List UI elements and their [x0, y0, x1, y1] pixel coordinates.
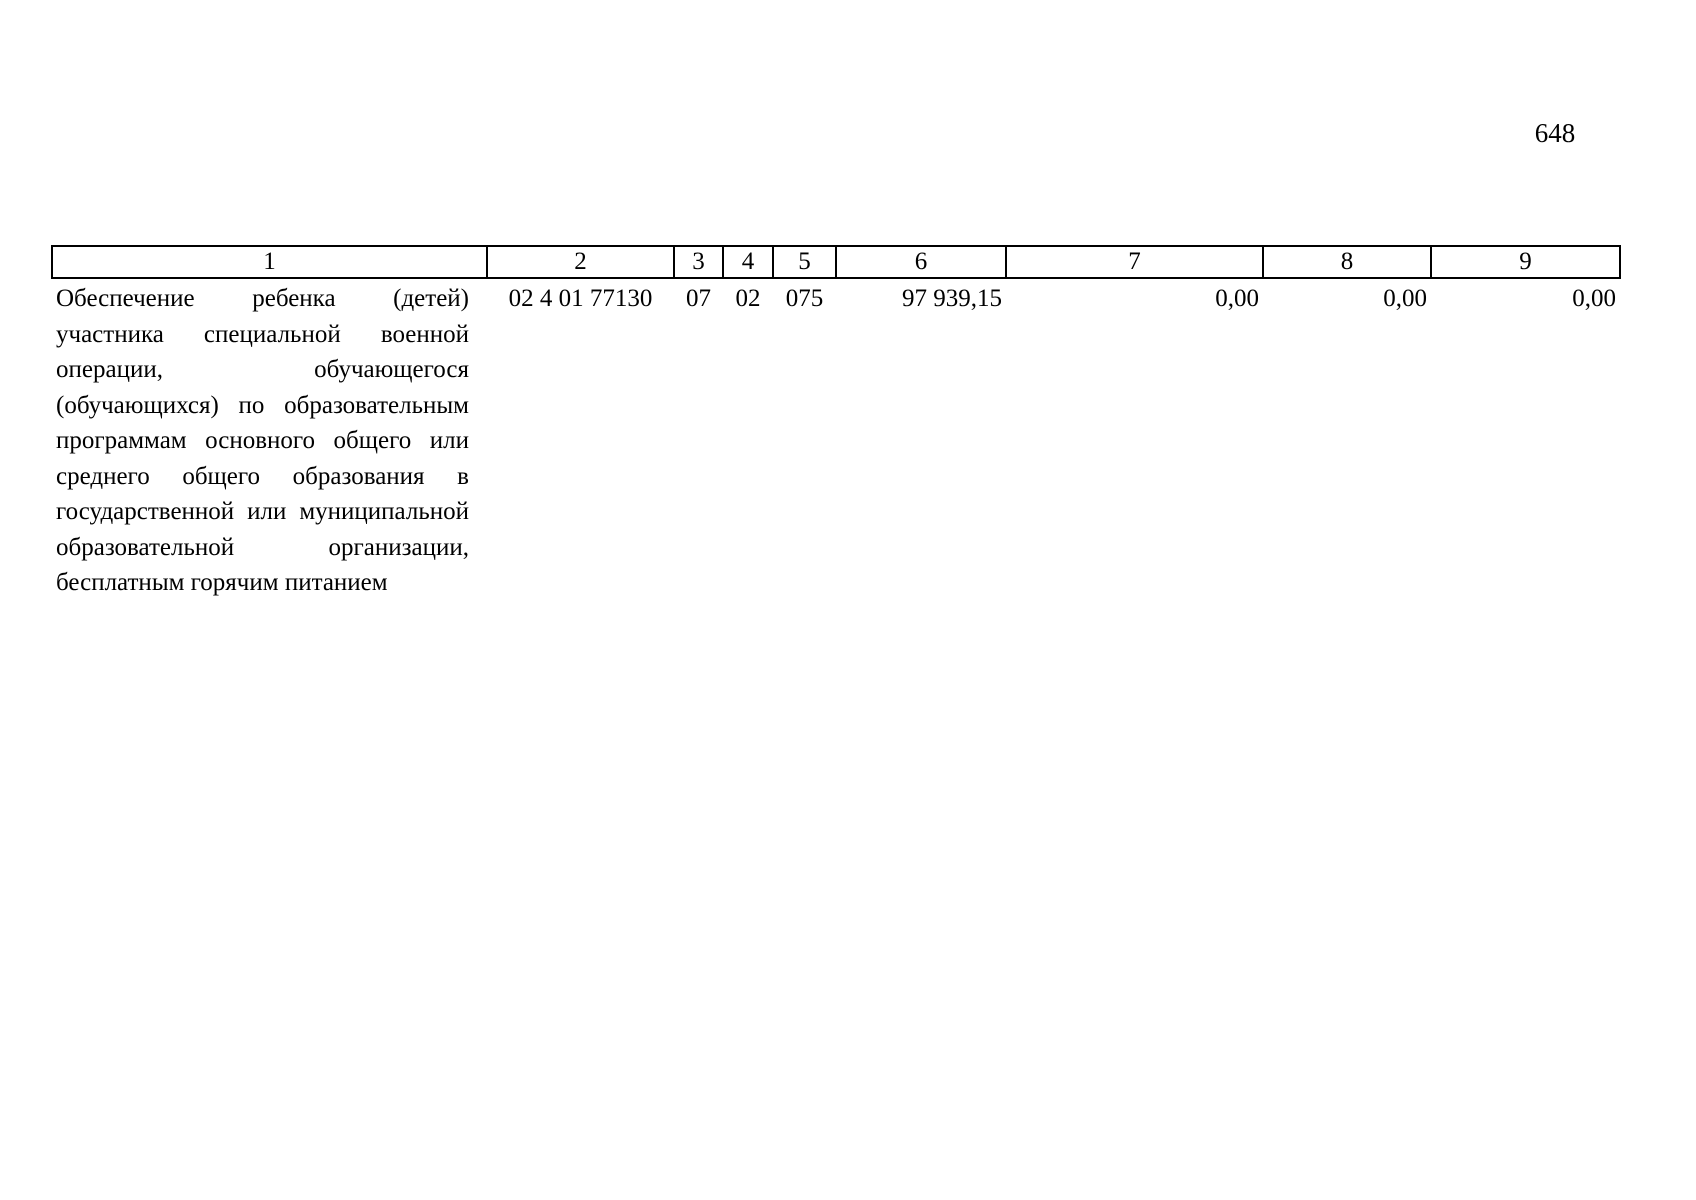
cell: 02 [735, 285, 761, 312]
cell: 97 939,15 [902, 285, 1002, 312]
table-body: Обеспечение ребенка (детей) участника сп… [52, 278, 1620, 601]
cell: 0,00 [1572, 285, 1616, 312]
column-number: 3 [673, 245, 724, 279]
column-number: 7 [1005, 245, 1264, 279]
column-number: 4 [722, 245, 774, 279]
column-number: 5 [772, 245, 837, 279]
cell: 075 [785, 285, 824, 312]
column-number: 2 [486, 245, 675, 279]
row-description: Обеспечение ребенка (детей) участника сп… [56, 285, 469, 596]
column-number: 6 [835, 245, 1007, 279]
column-number: 9 [1430, 245, 1621, 279]
column-number: 8 [1262, 245, 1432, 279]
page-number: 648 [1534, 118, 1576, 148]
cell: 0,00 [1383, 285, 1427, 312]
table-row: Обеспечение ребенка (детей) участника сп… [52, 278, 1620, 601]
cell: 0,00 [1215, 285, 1259, 312]
cell: 02 4 01 77130 [508, 285, 653, 312]
column-number: 1 [51, 245, 488, 279]
cell: 07 [686, 285, 711, 312]
